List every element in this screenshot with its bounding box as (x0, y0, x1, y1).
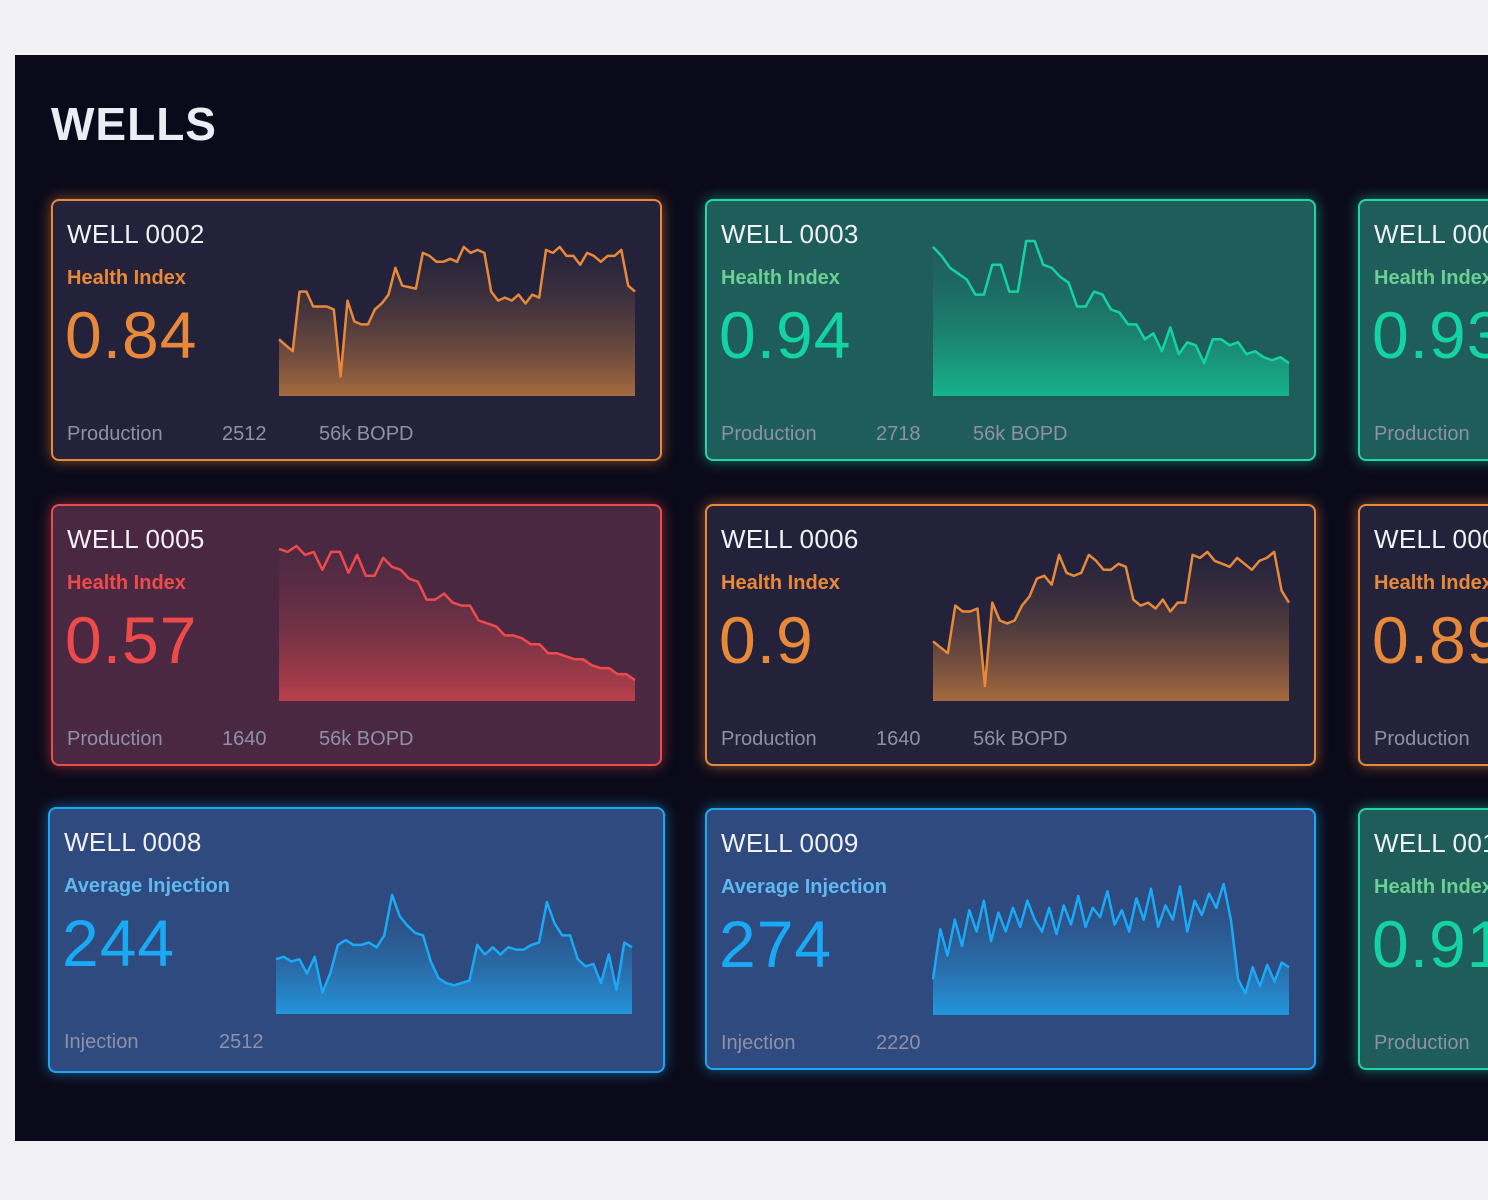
footer-unit: 56k BOPD (319, 423, 414, 445)
metric-label: Average Injection (64, 875, 230, 897)
metric-value: 0.93 (1372, 298, 1488, 372)
well-name: WELL 0002 (67, 219, 205, 249)
footer-label: Production (721, 423, 817, 445)
sparkline-line (932, 239, 1290, 365)
footer-label: Production (67, 728, 163, 750)
well-card[interactable]: WELL 0004 Health Index 0.93 Production (1358, 199, 1488, 461)
sparkline-area (279, 246, 635, 396)
sparkline-line (275, 893, 633, 994)
footer-unit: 56k BOPD (973, 728, 1068, 750)
footer-label: Production (1374, 1032, 1470, 1054)
well-card[interactable]: WELL 0010 Health Index 0.91 Production (1358, 808, 1488, 1070)
footer-label: Production (1374, 728, 1470, 750)
well-name: WELL 0004 (1374, 219, 1488, 249)
well-card[interactable]: WELL 0002 Health Index 0.84 Production 2512 5… (51, 199, 662, 461)
well-name: WELL 0005 (67, 524, 205, 554)
metric-value: 0.57 (65, 603, 198, 677)
metric-label: Health Index (1374, 572, 1488, 594)
well-card[interactable]: WELL 0003 Health Index 0.94 Production 2718 5… (705, 199, 1316, 461)
well-card[interactable]: WELL 0009 Average Injection 274 Injection 22… (705, 808, 1316, 1070)
metric-label: Health Index (1374, 876, 1488, 898)
footer-label: Production (67, 423, 163, 445)
wells-panel: WELLS WELL 0002 Health Index 0.84 Productio… (15, 55, 1488, 1141)
footer-unit: 56k BOPD (973, 423, 1068, 445)
well-card[interactable]: WELL 0008 Average Injection 244 Injection 25… (48, 807, 665, 1073)
sparkline-chart (278, 245, 636, 396)
footer-label: Injection (64, 1031, 139, 1053)
well-name: WELL 0003 (721, 219, 859, 249)
metric-value: 0.89 (1372, 603, 1488, 677)
metric-label: Average Injection (721, 876, 887, 898)
metric-label: Health Index (1374, 267, 1488, 289)
footer-value: 2718 (876, 423, 921, 445)
sparkline-line (932, 882, 1290, 995)
well-name: WELL 0006 (721, 524, 859, 554)
well-card[interactable]: WELL 0007 Health Index 0.89 Production (1358, 504, 1488, 766)
well-card[interactable]: WELL 0005 Health Index 0.57 Production 1640 5… (51, 504, 662, 766)
footer-value: 1640 (876, 728, 921, 750)
sparkline-area (276, 894, 632, 1014)
sparkline-line (278, 544, 636, 682)
sparkline-chart (275, 893, 633, 1014)
footer-unit: 56k BOPD (319, 728, 414, 750)
sparkline-area (933, 241, 1289, 396)
metric-value: 0.94 (719, 298, 852, 372)
metric-value: 0.84 (65, 298, 198, 372)
page-title: WELLS (51, 98, 217, 150)
sparkline-chart (932, 239, 1290, 396)
well-name: WELL 0008 (64, 827, 202, 857)
metric-label: Health Index (67, 267, 186, 289)
metric-label: Health Index (67, 572, 186, 594)
metric-value: 244 (62, 906, 176, 980)
footer-label: Production (721, 728, 817, 750)
sparkline-chart (932, 550, 1290, 701)
footer-value: 2512 (219, 1031, 264, 1053)
metric-value: 0.91 (1372, 907, 1488, 981)
sparkline-area (933, 884, 1289, 1015)
well-name: WELL 0007 (1374, 524, 1488, 554)
well-name: WELL 0010 (1374, 828, 1488, 858)
sparkline-chart (278, 544, 636, 701)
metric-label: Health Index (721, 572, 840, 594)
footer-value: 2512 (222, 423, 267, 445)
sparkline-area (933, 551, 1289, 701)
well-name: WELL 0009 (721, 828, 859, 858)
metric-value: 0.9 (719, 603, 814, 677)
footer-label: Production (1374, 423, 1470, 445)
metric-value: 274 (719, 907, 833, 981)
footer-value: 2220 (876, 1032, 921, 1054)
metric-label: Health Index (721, 267, 840, 289)
sparkline-chart (932, 882, 1290, 1015)
footer-value: 1640 (222, 728, 267, 750)
footer-label: Injection (721, 1032, 796, 1054)
sparkline-line (278, 245, 636, 378)
well-card[interactable]: WELL 0006 Health Index 0.9 Production 1640 56… (705, 504, 1316, 766)
sparkline-line (932, 550, 1290, 688)
sparkline-area (279, 546, 635, 701)
